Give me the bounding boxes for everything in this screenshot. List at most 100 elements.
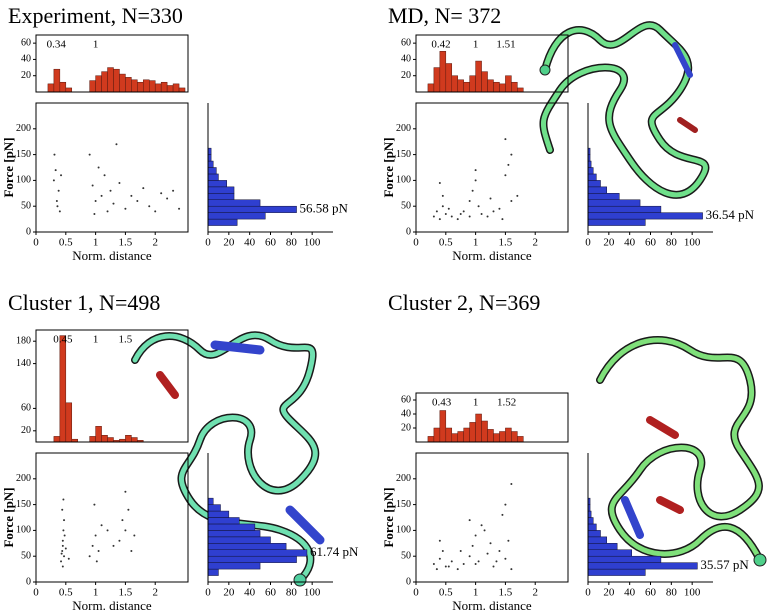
y-tick-label: 0 [406, 576, 411, 587]
y-tick-label: 100 [16, 175, 31, 186]
bar [499, 83, 506, 93]
bar [65, 87, 73, 93]
scatter-point [61, 539, 64, 542]
x-tick-label: 0.5 [59, 587, 73, 599]
peak-label: 1 [473, 397, 479, 409]
scatter-point [136, 200, 139, 203]
y-tick-label: 20 [401, 70, 411, 81]
scatter-point [112, 544, 115, 547]
y-tick-label: 150 [396, 149, 411, 160]
bar [59, 335, 67, 443]
bar [125, 77, 132, 93]
x-axis-label: Norm. distance [452, 248, 532, 263]
scatter-point [61, 550, 64, 553]
scatter-point [486, 552, 489, 555]
scatter-point [438, 539, 441, 542]
bar [207, 536, 271, 544]
x-tick-label: 60 [645, 237, 657, 249]
y-tick-label: 50 [401, 550, 411, 561]
scatter-point [504, 557, 507, 560]
y-tick-label: 20 [21, 70, 31, 81]
bar [587, 530, 601, 538]
y-tick-label: 0 [26, 576, 31, 587]
scatter-point [468, 555, 471, 558]
bar [587, 173, 597, 181]
x-tick-label: 2 [532, 237, 538, 249]
bar [53, 436, 61, 443]
x-tick-label: 40 [244, 237, 256, 249]
protein-model [596, 336, 767, 567]
x-tick-label: 20 [603, 237, 615, 249]
y-tick-label: 150 [396, 499, 411, 510]
scatter-point [441, 194, 444, 197]
panel-title: Experiment, N=330 [8, 3, 183, 28]
x-tick-label: 2 [532, 587, 538, 599]
bar [587, 180, 601, 188]
scatter-point [438, 218, 441, 221]
scatter-point [507, 539, 510, 542]
bar [587, 562, 698, 570]
scatter-point [60, 552, 63, 555]
bar [207, 510, 230, 518]
bar [475, 413, 482, 443]
scatter-point [447, 565, 450, 568]
peak-label: 1.51 [496, 39, 515, 51]
scatter-point [489, 197, 492, 200]
scatter-point [106, 529, 109, 532]
bar [517, 436, 524, 443]
axis-frame [415, 392, 569, 443]
scatter-point [510, 482, 513, 485]
scatter-point [444, 565, 447, 568]
peak-force-label: 35.57 pN [700, 557, 749, 572]
bar [587, 212, 703, 220]
peak-label: 1 [473, 39, 479, 51]
scatter-point [507, 163, 510, 166]
scatter-point [468, 519, 471, 522]
x-tick-label: 1 [473, 587, 479, 599]
scatter-point [118, 181, 121, 184]
scatter-point [127, 508, 130, 511]
bar [587, 517, 594, 525]
bar [207, 568, 219, 576]
scatter-point [477, 560, 480, 563]
bar [47, 83, 55, 93]
x-tick-label: 0 [205, 237, 211, 249]
axis-frame [415, 34, 569, 93]
scatter-point [88, 153, 91, 156]
bar [463, 81, 470, 93]
scatter-point [474, 562, 477, 565]
y-tick-label: 200 [396, 123, 411, 134]
bar [53, 68, 61, 93]
y-tick-label: 0 [26, 226, 31, 237]
y-axis-label: Force [pN] [381, 137, 396, 197]
scatter-point [166, 197, 169, 200]
x-tick-label: 2 [152, 587, 158, 599]
scatter-point [63, 519, 66, 522]
scatter-point [130, 194, 133, 197]
peak-label: 1.52 [497, 397, 516, 409]
bar [587, 205, 662, 213]
axis-frame [35, 452, 189, 583]
x-tick-label: 60 [265, 587, 277, 599]
bar [511, 431, 518, 443]
scatter-point [504, 138, 507, 141]
bar [207, 199, 261, 207]
scatter-point [94, 534, 97, 537]
bar [587, 186, 607, 194]
scatter-point [510, 568, 513, 571]
bar [207, 523, 256, 531]
peak-force-label: 56.58 pN [300, 200, 349, 215]
x-tick-label: 1.5 [499, 587, 513, 599]
scatter-point [450, 560, 453, 563]
scatter-point [432, 215, 435, 218]
axis-frame [415, 102, 569, 233]
scatter-point [124, 490, 127, 493]
scatter-point [60, 560, 63, 563]
scatter-point [459, 212, 462, 215]
scatter-point [435, 568, 438, 571]
x-tick-label: 60 [265, 237, 277, 249]
scatter-point [67, 557, 70, 560]
bar [207, 212, 266, 220]
y-tick-label: 200 [16, 123, 31, 134]
